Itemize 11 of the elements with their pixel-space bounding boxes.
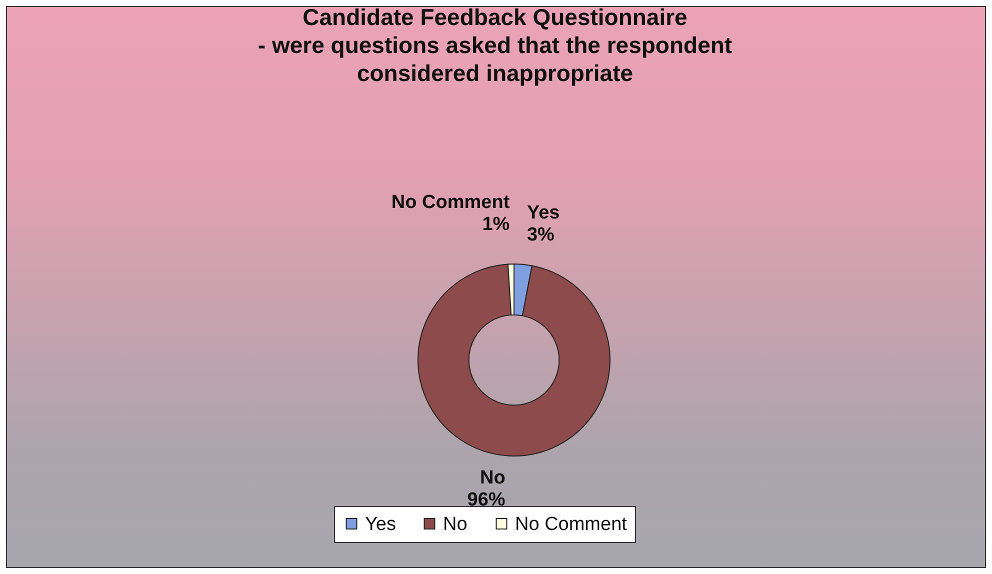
legend-label: No Comment <box>515 514 628 535</box>
slice-label: Yes <box>526 202 560 224</box>
legend-label: No <box>443 514 468 535</box>
data-label: 3% <box>526 224 555 246</box>
slice-label: No Comment <box>391 192 510 214</box>
chart-title: Candidate Feedback Questionnaire - were questions asked that the respondent considered inappropriate <box>258 4 732 86</box>
donut-slice <box>418 264 610 456</box>
data-label: 96% <box>467 490 506 511</box>
legend-label: Yes <box>365 514 396 535</box>
slice-label: No <box>480 468 506 489</box>
data-label: 1% <box>482 214 510 236</box>
